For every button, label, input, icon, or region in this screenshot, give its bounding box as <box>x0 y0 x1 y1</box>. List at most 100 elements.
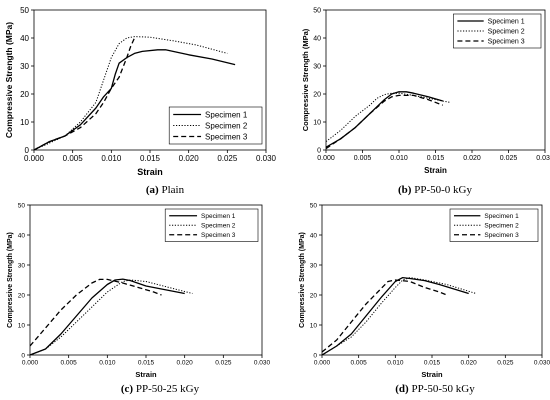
x-tick-label: 0.010 <box>101 154 122 163</box>
x-tick-label: 0.005 <box>351 360 368 367</box>
x-tick-label: 0.005 <box>61 360 78 367</box>
y-axis-label: Compressive Strength (MPa) <box>4 22 14 138</box>
x-tick-label: 0.000 <box>24 154 45 163</box>
x-tick-label: 0.000 <box>22 360 39 367</box>
y-tick-label: 30 <box>18 262 26 269</box>
y-tick-label: 20 <box>310 292 318 299</box>
x-tick-label: 0.025 <box>497 360 514 367</box>
y-tick-label: 30 <box>310 262 318 269</box>
chart-panel-b: 0.000 0.005 0.010 0.015 0.020 0.025 0.030 0 10 20… <box>301 7 550 175</box>
x-tick-label: 0.015 <box>424 360 441 367</box>
caption-a: (a) Plain <box>60 184 270 196</box>
caption-c: (c) PP-50-25 kGy <box>55 383 265 395</box>
y-axis-label: Compressive Strength (MPa) <box>301 28 310 131</box>
x-tick-label: 0.030 <box>536 155 550 162</box>
y-tick-label: 20 <box>313 91 321 98</box>
legend: Specimen 1 Specimen 2 Specimen 3 <box>453 13 542 49</box>
legend-entry: Specimen 1 <box>488 18 525 25</box>
legend-box <box>449 208 539 242</box>
chart-panel-d: 0.000 0.005 0.010 0.015 0.020 0.025 0.030 0 10 20… <box>299 202 550 379</box>
y-tick-label: 50 <box>313 7 321 14</box>
caption-d: (d) PP-50-50 kGy <box>330 383 540 395</box>
x-tick-label: 0.030 <box>534 360 550 367</box>
y-tick-label: 40 <box>310 232 318 239</box>
x-tick-label: 0.020 <box>179 154 200 163</box>
legend-entry: Specimen 2 <box>484 223 519 230</box>
x-tick-label: 0.010 <box>387 360 404 367</box>
legend-entry: Specimen 2 <box>205 121 248 130</box>
x-tick-label: 0.015 <box>427 155 445 162</box>
x-tick-label: 0.005 <box>354 155 372 162</box>
caption-c-letter: (c) <box>120 383 134 395</box>
legend-entry: Specimen 1 <box>484 213 519 220</box>
legend-entry: Specimen 1 <box>205 110 248 119</box>
y-tick-label: 40 <box>18 232 26 239</box>
y-tick-label: 10 <box>310 322 318 329</box>
chart-panel-c: 0.000 0.005 0.010 0.015 0.020 0.025 0.030 0 10 20… <box>7 202 271 379</box>
x-tick-label: 0.005 <box>63 154 84 163</box>
y-tick-label: 20 <box>20 90 29 99</box>
legend: Specimen 1 Specimen 2 Specimen 3 <box>449 208 539 242</box>
caption-c-text: PP-50-25 kGy <box>135 383 200 395</box>
legend-entry: Specimen 3 <box>484 232 519 239</box>
y-tick-label: 0 <box>25 146 30 155</box>
y-tick-label: 20 <box>18 292 26 299</box>
y-tick-label: 50 <box>20 6 29 15</box>
legend-entry: Specimen 3 <box>205 132 248 141</box>
y-tick-label: 30 <box>20 62 29 71</box>
caption-a-text: Plain <box>161 184 185 196</box>
series-line-specimen-1 <box>34 49 236 150</box>
x-axis-label: Strain <box>421 370 443 379</box>
x-axis-label: Strain <box>135 370 157 379</box>
y-axis-label: Compressive Strength (MPa) <box>299 232 306 328</box>
y-tick-label: 30 <box>313 63 321 70</box>
x-tick-label: 0.020 <box>177 360 194 367</box>
x-tick-label: 0.020 <box>463 155 481 162</box>
y-axis-label: Compressive Strength (MPa) <box>7 232 14 328</box>
y-tick-label: 10 <box>18 322 26 329</box>
x-tick-label: 0.020 <box>461 360 478 367</box>
caption-d-letter: (d) <box>395 383 409 395</box>
series-line-specimen-2 <box>34 36 228 150</box>
caption-b: (b) PP-50-0 kGy <box>330 184 540 196</box>
series-line-specimen-2 <box>30 279 193 355</box>
x-tick-label: 0.015 <box>140 154 161 163</box>
y-tick-label: 0 <box>313 352 317 359</box>
x-axis-label: Strain <box>424 166 447 175</box>
y-tick-label: 0 <box>317 147 321 154</box>
y-tick-label: 50 <box>310 202 318 209</box>
series-line-specimen-1 <box>30 278 185 355</box>
x-tick-label: 0.030 <box>256 154 277 163</box>
legend: Specimen 1 Specimen 2 Specimen 3 <box>164 208 259 242</box>
y-tick-label: 40 <box>20 34 29 43</box>
x-tick-label: 0.025 <box>215 360 232 367</box>
y-tick-label: 40 <box>313 35 321 42</box>
series-line-specimen-3 <box>34 37 136 150</box>
legend-entry: Specimen 1 <box>201 213 236 220</box>
legend-entry: Specimen 3 <box>201 232 236 239</box>
x-tick-label: 0.025 <box>217 154 238 163</box>
caption-a-letter: (a) <box>145 184 159 196</box>
legend-entry: Specimen 2 <box>488 28 525 35</box>
legend-box <box>453 13 542 49</box>
series-line-specimen-1 <box>326 91 443 148</box>
x-tick-label: 0.025 <box>500 155 518 162</box>
y-tick-label: 50 <box>18 202 26 209</box>
x-tick-label: 0.010 <box>390 155 408 162</box>
caption-b-text: PP-50-0 kGy <box>414 184 472 196</box>
x-tick-label: 0.010 <box>99 360 116 367</box>
series-line-specimen-3 <box>30 278 162 347</box>
series-line-specimen-3 <box>326 94 444 150</box>
y-tick-label: 10 <box>313 119 321 126</box>
legend-entry: Specimen 3 <box>488 38 525 45</box>
legend: Specimen 1 Specimen 2 Specimen 3 <box>168 106 263 145</box>
series-line-specimen-3 <box>322 279 447 353</box>
caption-b-letter: (b) <box>398 184 412 196</box>
chart-panel-a: 0.000 0.005 0.010 0.015 0.020 0.025 0.030 0 10 20… <box>4 6 277 177</box>
y-tick-label: 0 <box>21 352 25 359</box>
y-tick-label: 10 <box>20 118 29 127</box>
series-line-specimen-2 <box>326 92 451 142</box>
legend-entry: Specimen 2 <box>201 223 236 230</box>
caption-d-text: PP-50-50 kGy <box>411 383 475 395</box>
